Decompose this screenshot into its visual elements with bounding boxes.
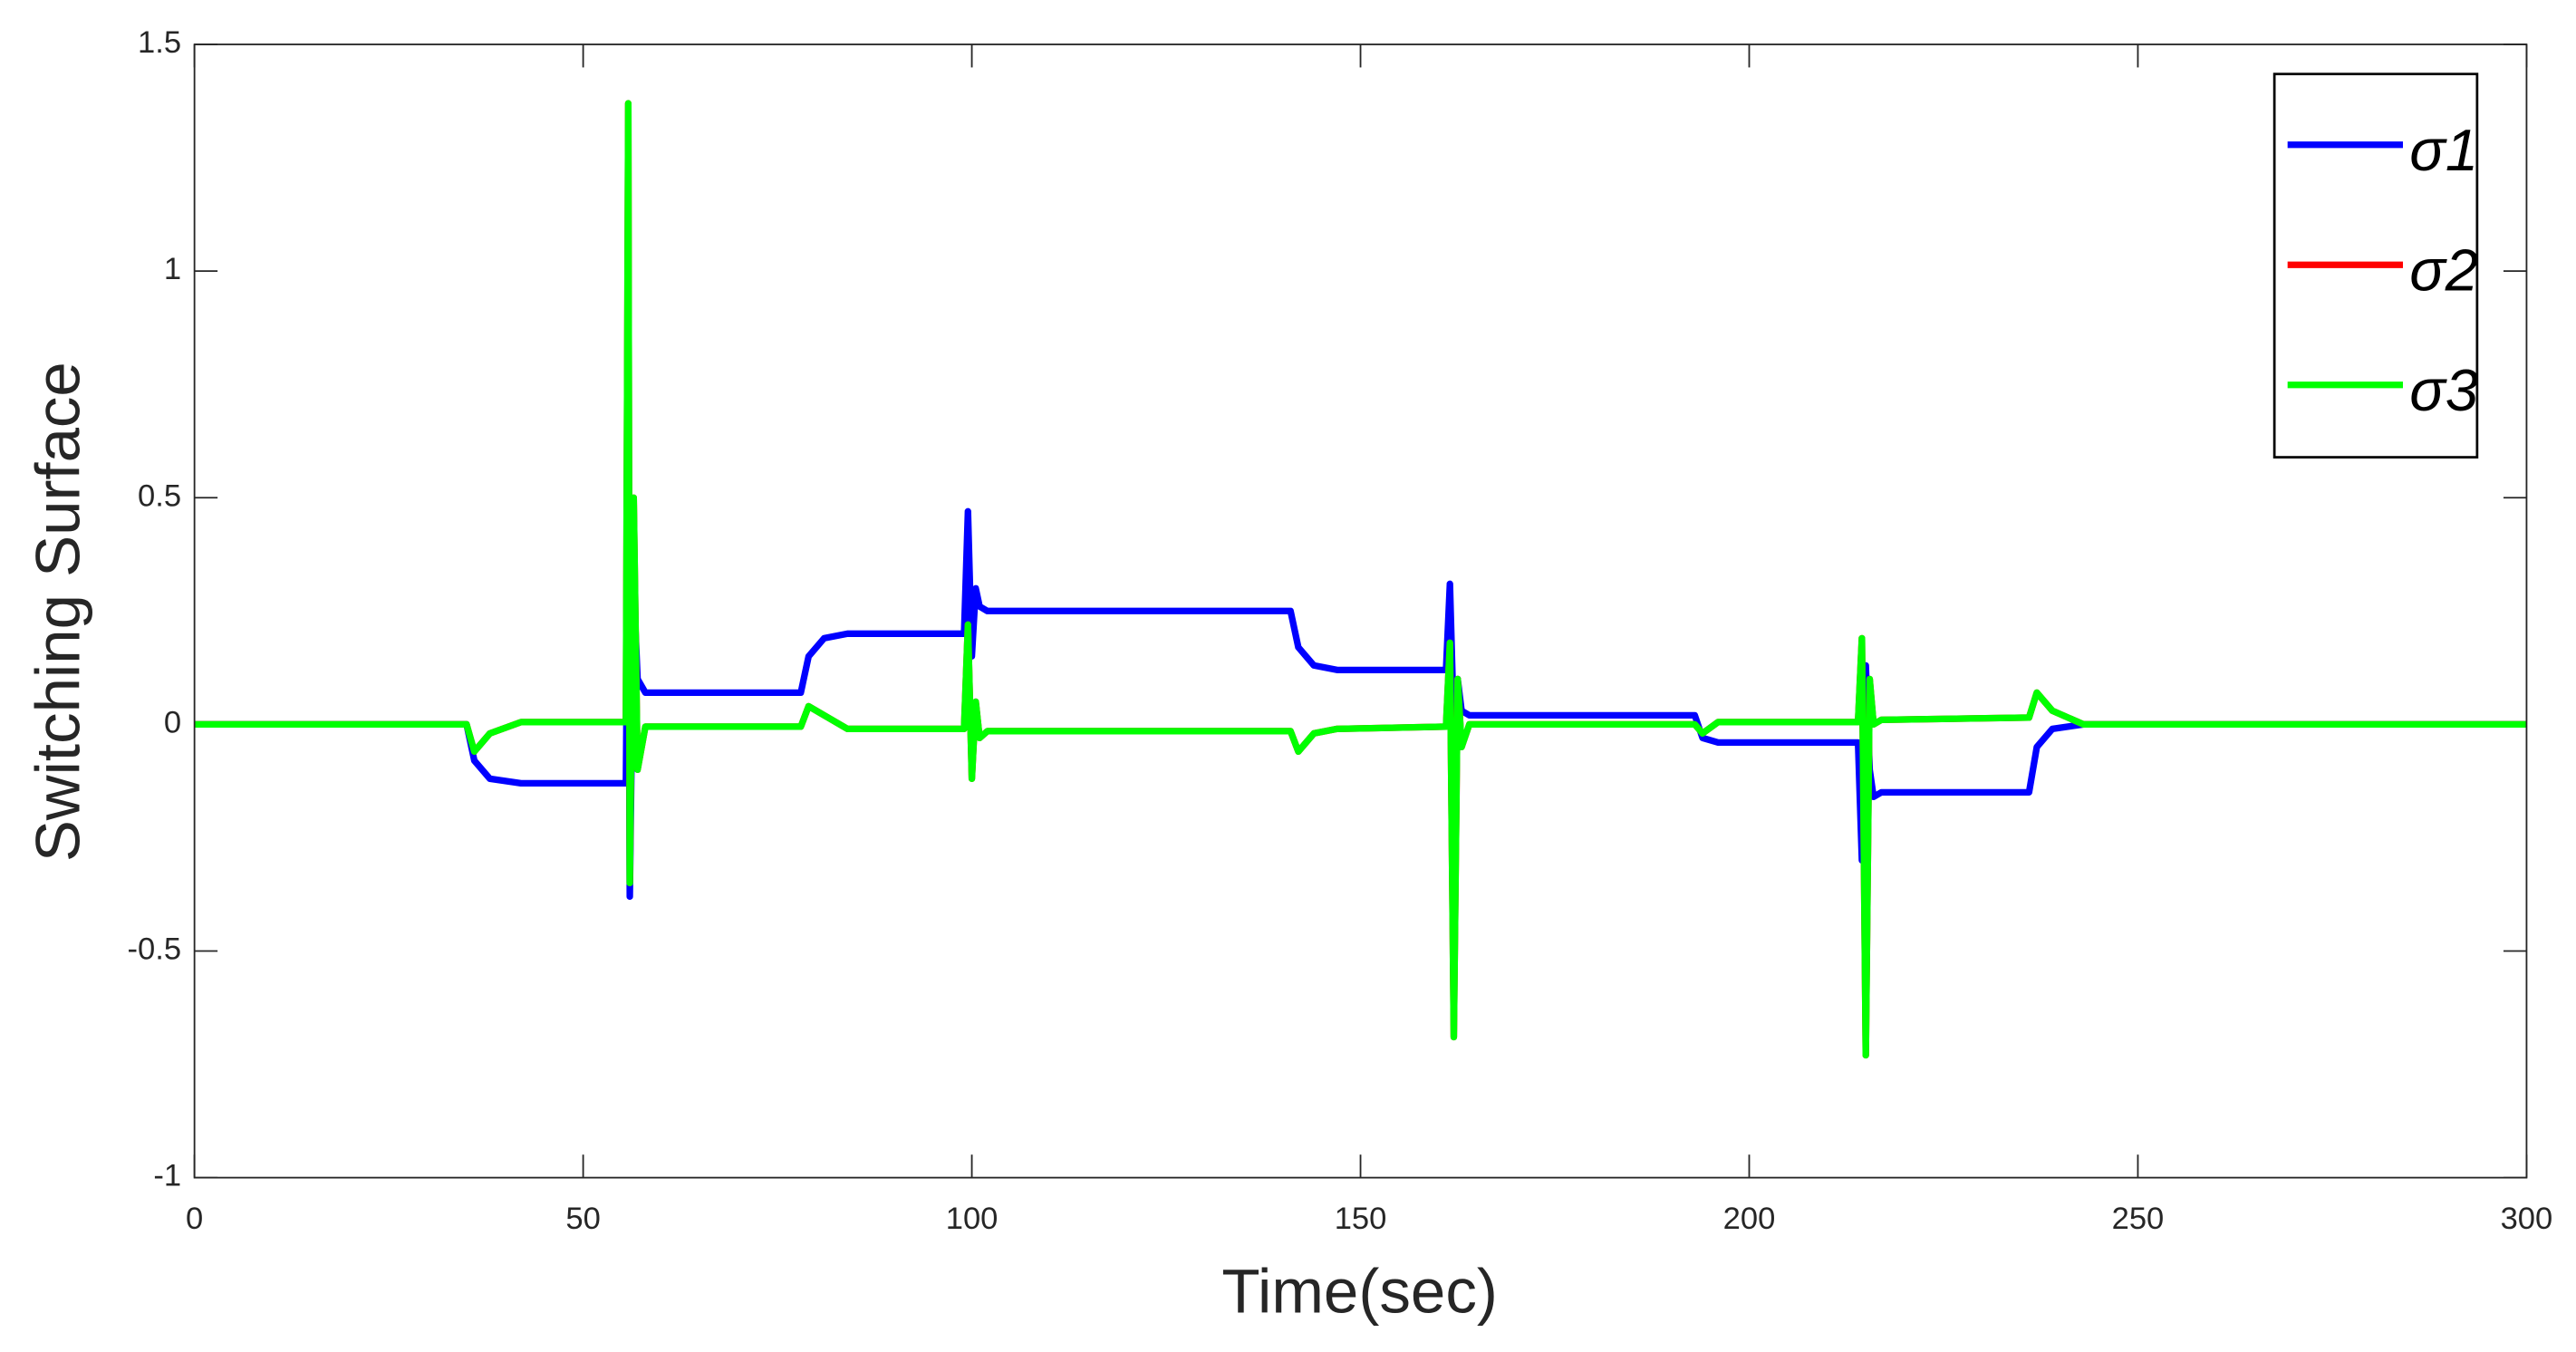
plot-frame <box>193 43 2528 1179</box>
y-tick-label: -1 <box>153 1159 181 1193</box>
legend-label: σ3 <box>2409 357 2478 423</box>
plot-area <box>194 44 2527 1178</box>
series-line <box>194 100 2527 1059</box>
x-axis-label: Time(sec) <box>1221 1256 1498 1327</box>
y-tick-label: -0.5 <box>128 932 182 967</box>
legend-label: σ1 <box>2409 117 2478 183</box>
x-tick-label: 300 <box>2501 1202 2553 1236</box>
x-tick-label: 200 <box>1723 1202 1776 1236</box>
y-axis-label: Switching Surface <box>22 362 92 862</box>
x-tick-label: 0 <box>186 1202 203 1236</box>
y-tick-label: 0.5 <box>138 478 181 513</box>
x-tick-label: 150 <box>1335 1202 1387 1236</box>
legend-label: σ2 <box>2409 237 2478 303</box>
x-tick-label: 100 <box>946 1202 999 1236</box>
x-tick-label: 50 <box>565 1202 600 1236</box>
y-tick-label: 0 <box>164 706 181 740</box>
y-tick-label: 1.5 <box>138 25 181 60</box>
y-tick-label: 1 <box>164 252 181 286</box>
x-tick-label: 250 <box>2112 1202 2165 1236</box>
